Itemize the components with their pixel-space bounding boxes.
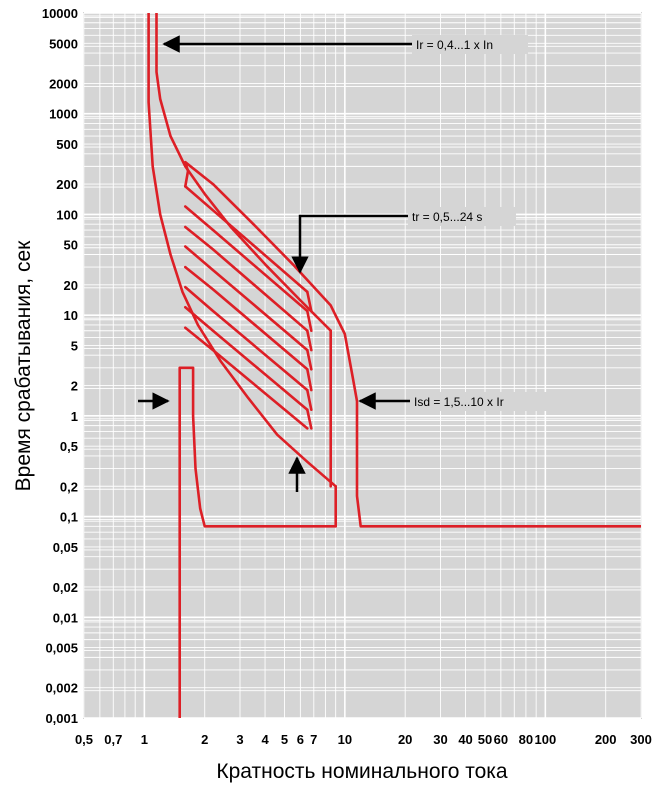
curve-series — [147, 13, 641, 718]
series-line-10 — [184, 265, 309, 371]
grid-lines — [83, 12, 642, 722]
y-tick-label: 5000 — [49, 36, 78, 51]
isd-label: Isd = 1,5...10 x Ir — [414, 395, 504, 409]
series-line-1 — [155, 13, 333, 333]
y-tick-label: 1000 — [49, 107, 78, 122]
x-tick-label: 300 — [630, 732, 652, 747]
x-tick-label: 6 — [297, 732, 304, 747]
y-tick-label: 1 — [71, 409, 78, 424]
series-line-16 — [305, 329, 313, 352]
y-tick-label: 500 — [56, 137, 78, 152]
x-tick-label: 0,7 — [104, 732, 122, 747]
series-line-17 — [305, 348, 313, 371]
y-axis-title: Время срабатывания, сек — [12, 240, 35, 491]
y-tick-label: 10 — [64, 308, 78, 323]
plot-background — [83, 12, 642, 719]
x-tick-label: 0,5 — [75, 732, 93, 747]
isd-label-box — [410, 392, 555, 411]
y-tick-label: 5 — [71, 338, 78, 353]
tr-label: tr = 0,5...24 s — [412, 210, 482, 224]
x-tick-label: 80 — [519, 732, 533, 747]
y-tick-label: 0,1 — [60, 510, 78, 525]
x-tick-label: 5 — [281, 732, 288, 747]
series-line-9 — [184, 245, 309, 352]
series-line-8 — [184, 225, 309, 333]
series-line-5 — [184, 160, 190, 188]
x-tick-label: 1 — [141, 732, 148, 747]
y-tick-label: 0,01 — [53, 610, 78, 625]
y-tick-label: 0,2 — [60, 479, 78, 494]
y-tick-label: 2 — [71, 379, 78, 394]
ir-label: Ir = 0,4...1 x In — [416, 38, 493, 52]
series-line-15 — [305, 309, 313, 333]
x-tick-label: 200 — [595, 732, 617, 747]
series-line-20 — [305, 408, 313, 430]
y-tick-label: 0,02 — [53, 580, 78, 595]
series-line-6 — [184, 185, 309, 294]
x-tick-label: 60 — [494, 732, 508, 747]
series-line-7 — [184, 205, 309, 313]
x-axis-title: Кратность номинального тока — [216, 760, 508, 783]
series-line-13 — [184, 326, 309, 430]
series-line-11 — [184, 285, 309, 392]
y-tick-label: 100 — [56, 207, 78, 222]
x-tick-label: 100 — [534, 732, 556, 747]
series-line-21 — [178, 366, 338, 718]
y-tick-label: 0,05 — [53, 540, 78, 555]
y-tick-label: 0,001 — [45, 711, 78, 726]
y-tick-label: 0,005 — [45, 641, 78, 656]
x-tick-labels: 0,5 0,7 1 2 3 4 5 6 7 10 20 30 40 50 60 80 100 200 300 — [75, 732, 652, 747]
y-tick-label: 20 — [64, 278, 78, 293]
tr-label-box — [408, 207, 516, 226]
y-tick-label: 200 — [56, 177, 78, 192]
x-tick-label: 10 — [338, 732, 352, 747]
x-tick-label: 20 — [398, 732, 412, 747]
x-tick-label: 30 — [433, 732, 447, 747]
y-tick-label: 0,002 — [45, 681, 78, 696]
series-line-12 — [184, 305, 309, 412]
x-tick-label: 40 — [458, 732, 472, 747]
y-tick-label: 50 — [64, 238, 78, 253]
ir-label-box — [412, 35, 528, 54]
tr-arrow — [291, 214, 408, 274]
series-line-19 — [305, 388, 313, 412]
series-line-14 — [305, 290, 313, 313]
x-tick-label: 50 — [478, 732, 492, 747]
y-tick-labels: 10000 5000 2000 1000 500 200 100 50 20 10 5 2 1 0,5 0,… — [42, 6, 78, 726]
x-tick-label: 2 — [201, 732, 208, 747]
y-tick-label: 10000 — [42, 6, 78, 21]
series-line-0 — [147, 13, 338, 488]
y-tick-label: 0,5 — [60, 439, 78, 454]
x-tick-label: 7 — [310, 732, 317, 747]
series-line-4 — [184, 160, 641, 528]
series-line-18 — [305, 367, 313, 392]
x-tick-label: 4 — [261, 732, 269, 747]
x-tick-label: 3 — [236, 732, 243, 747]
y-tick-label: 2000 — [49, 76, 78, 91]
annotations: Ir = 0,4...1 x In tr = 0,5...24 s Isd = … — [138, 35, 555, 492]
